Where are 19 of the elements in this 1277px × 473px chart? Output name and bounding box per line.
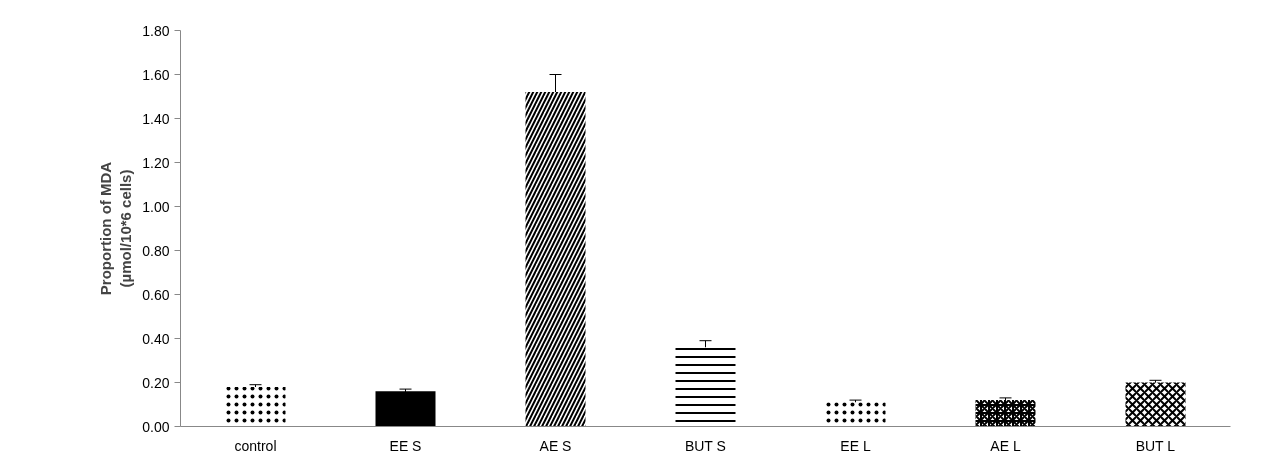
x-tick-label: EE L: [840, 437, 871, 454]
x-tick-label: AE L: [990, 437, 1021, 454]
x-tick-label: EE S: [389, 437, 422, 454]
y-tick-label: 0.20: [142, 374, 170, 391]
y-tick-label: 1.20: [142, 154, 170, 171]
x-tick-label: BUT L: [1135, 437, 1176, 454]
x-tick-label: BUT S: [684, 437, 726, 454]
y-tick-label: 1.60: [142, 66, 170, 83]
bar: [375, 391, 436, 427]
x-tick-label: AE S: [539, 437, 572, 454]
y-tick-label: 1.00: [142, 198, 170, 215]
y-tick-label: 0.00: [142, 418, 170, 435]
y-tick-label: 1.80: [142, 22, 170, 39]
y-axis-title: Proportion of MDA (µmol/10*6 cells): [96, 161, 135, 296]
y-tick-label: 0.80: [142, 242, 170, 259]
y-tick-label: 0.40: [142, 330, 170, 347]
y-tick-label: 1.40: [142, 110, 170, 127]
y-tick-label: 0.60: [142, 286, 170, 303]
x-tick-label: control: [234, 437, 277, 454]
